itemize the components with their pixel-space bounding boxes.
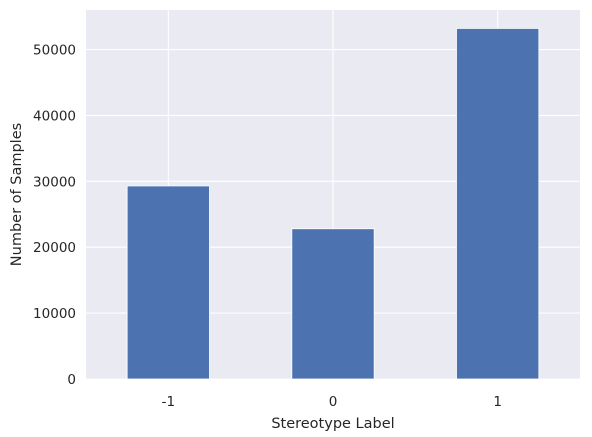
- y-tick-label: 0: [67, 372, 76, 388]
- y-tick-label: 10000: [33, 306, 76, 322]
- bar--1: [126, 185, 210, 380]
- x-tick-label: 0: [329, 394, 338, 410]
- x-tick-label: 1: [493, 394, 502, 410]
- bar-0: [291, 228, 375, 380]
- bars: [126, 28, 540, 380]
- y-tick-label: 30000: [33, 174, 76, 190]
- x-tick-label: -1: [162, 394, 175, 410]
- y-tick-label: 50000: [33, 43, 76, 59]
- bar-1: [456, 28, 540, 380]
- y-axis-ticks: 0 10000 20000 30000 40000 50000: [33, 43, 76, 388]
- y-tick-label: 20000: [33, 240, 76, 256]
- x-axis-ticks: -1 0 1: [162, 394, 502, 410]
- y-axis-label: Number of Samples: [9, 123, 25, 266]
- x-axis-label: Stereotype Label: [271, 416, 394, 432]
- y-tick-label: 40000: [33, 108, 76, 124]
